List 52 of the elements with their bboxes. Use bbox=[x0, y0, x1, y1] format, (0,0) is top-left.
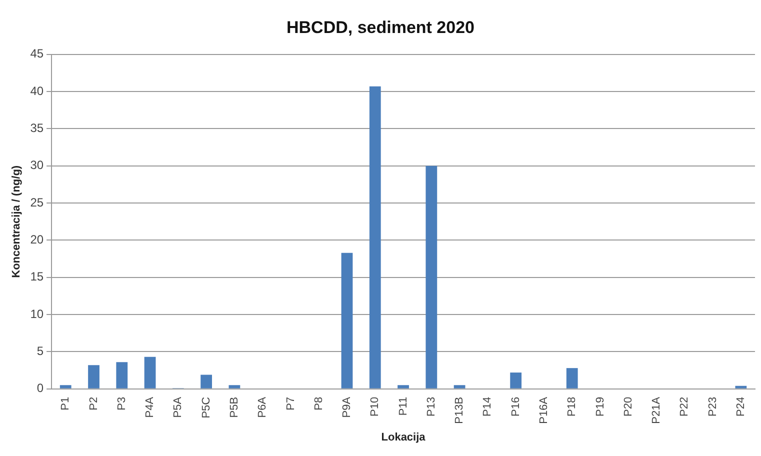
bar bbox=[60, 385, 72, 388]
x-tick-label: P2 bbox=[88, 396, 100, 410]
x-tick-label: P22 bbox=[678, 396, 691, 416]
x-tick-label: P16A bbox=[538, 396, 550, 424]
y-axis-title: Koncentracija / (ng/g) bbox=[10, 165, 23, 278]
bar bbox=[369, 86, 381, 388]
bar bbox=[426, 166, 438, 388]
x-tick-label: P3 bbox=[116, 396, 128, 410]
y-tick-label: 30 bbox=[30, 158, 44, 172]
x-tick-label: P7 bbox=[284, 396, 297, 410]
y-tick-label: 40 bbox=[30, 84, 44, 98]
x-tick-label: P5C bbox=[200, 396, 212, 418]
y-tick-label: 15 bbox=[30, 270, 44, 284]
x-tick-label: P19 bbox=[594, 396, 606, 416]
x-tick-label: P8 bbox=[312, 396, 325, 410]
x-tick-label: P21A bbox=[650, 396, 663, 424]
bar bbox=[88, 365, 100, 388]
x-tick-label: P24 bbox=[734, 396, 747, 416]
bar bbox=[341, 252, 353, 388]
y-tick-label: 0 bbox=[36, 381, 44, 396]
x-tick-label: P13 bbox=[425, 396, 438, 416]
x-tick-label: P5B bbox=[228, 396, 240, 418]
bar bbox=[454, 385, 466, 388]
x-tick-label: P18 bbox=[566, 396, 578, 416]
x-tick-label: P1 bbox=[60, 396, 72, 410]
x-tick-label: P23 bbox=[706, 396, 719, 416]
bar bbox=[735, 386, 747, 388]
x-tick-label: P13B bbox=[454, 396, 466, 424]
y-tick-label: 25 bbox=[30, 195, 44, 210]
y-tick-label: 45 bbox=[30, 46, 44, 61]
bar bbox=[566, 368, 578, 388]
x-tick-label: P6A bbox=[256, 396, 269, 418]
y-tick-label: 35 bbox=[30, 121, 44, 136]
x-tick-label: P5A bbox=[172, 396, 184, 418]
x-tick-label: P16 bbox=[510, 396, 522, 416]
chart-title: HBCDD, sediment 2020 bbox=[286, 18, 475, 37]
x-tick-label: P9A bbox=[341, 396, 354, 418]
x-tick-label: P20 bbox=[622, 396, 634, 416]
bar bbox=[200, 374, 212, 388]
x-tick-label: P11 bbox=[397, 396, 410, 416]
bar bbox=[510, 372, 522, 388]
bar bbox=[144, 356, 156, 388]
x-tick-label: P10 bbox=[369, 396, 382, 416]
x-tick-label: P14 bbox=[482, 396, 494, 416]
x-axis-title: Lokacija bbox=[381, 431, 426, 444]
y-tick-label: 20 bbox=[30, 232, 44, 247]
bar bbox=[398, 385, 409, 388]
y-tick-label: 5 bbox=[36, 344, 44, 358]
bar bbox=[228, 385, 240, 388]
x-tick-label: P4A bbox=[144, 396, 156, 418]
y-tick-label: 10 bbox=[30, 306, 44, 321]
bar bbox=[116, 362, 128, 388]
